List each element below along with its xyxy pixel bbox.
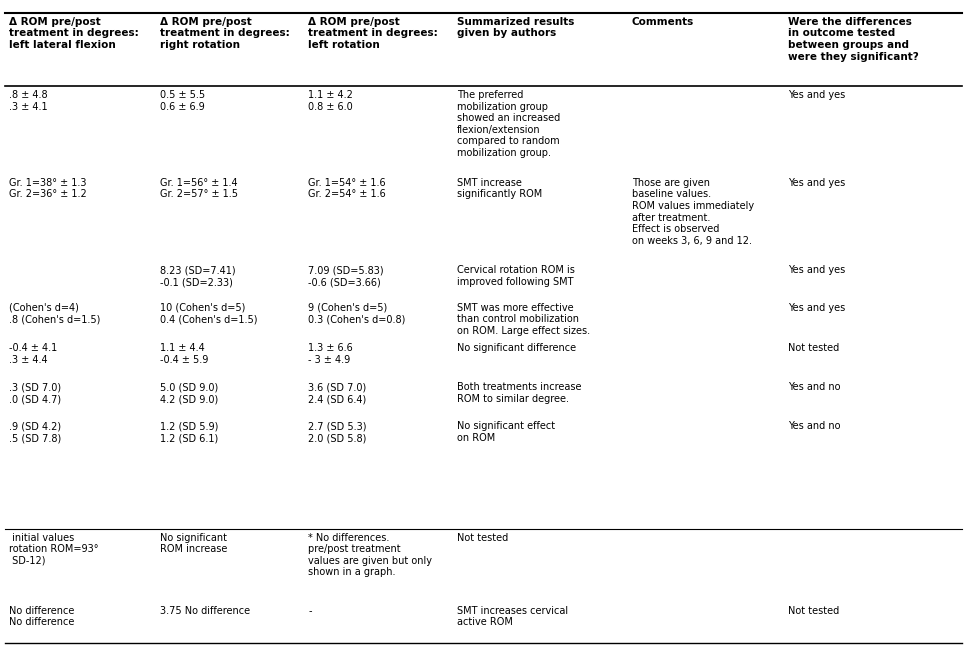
Text: 5.0 (SD 9.0)
4.2 (SD 9.0): 5.0 (SD 9.0) 4.2 (SD 9.0) (160, 382, 218, 404)
Text: Gr. 1=54° ± 1.6
Gr. 2=54° ± 1.6: Gr. 1=54° ± 1.6 Gr. 2=54° ± 1.6 (308, 178, 386, 200)
Text: Both treatments increase
ROM to similar degree.: Both treatments increase ROM to similar … (457, 382, 581, 404)
Text: .9 (SD 4.2)
.5 (SD 7.8): .9 (SD 4.2) .5 (SD 7.8) (9, 421, 61, 443)
Text: Gr. 1=38° ± 1.3
Gr. 2=36° ± 1.2: Gr. 1=38° ± 1.3 Gr. 2=36° ± 1.2 (9, 178, 87, 200)
Text: Were the differences
in outcome tested
between groups and
were they significant?: Were the differences in outcome tested b… (788, 17, 919, 62)
Text: (Cohen's d=4)
.8 (Cohen's d=1.5): (Cohen's d=4) .8 (Cohen's d=1.5) (9, 303, 100, 324)
Text: 1.1 ± 4.2
0.8 ± 6.0: 1.1 ± 4.2 0.8 ± 6.0 (308, 90, 353, 111)
Text: 8.23 (SD=7.41)
-0.1 (SD=2.33): 8.23 (SD=7.41) -0.1 (SD=2.33) (160, 266, 235, 287)
Text: SMT increase
significantly ROM: SMT increase significantly ROM (457, 178, 542, 200)
Text: Yes and yes: Yes and yes (788, 178, 845, 188)
Text: .3 (SD 7.0)
.0 (SD 4.7): .3 (SD 7.0) .0 (SD 4.7) (9, 382, 61, 404)
Text: Those are given
baseline values.
ROM values immediately
after treatment.
Effect : Those are given baseline values. ROM val… (631, 178, 754, 246)
Text: Cervical rotation ROM is
improved following SMT: Cervical rotation ROM is improved follow… (457, 266, 575, 287)
Text: No significant effect
on ROM: No significant effect on ROM (457, 421, 555, 443)
Text: 9 (Cohen's d=5)
0.3 (Cohen's d=0.8): 9 (Cohen's d=5) 0.3 (Cohen's d=0.8) (308, 303, 406, 324)
Text: No difference
No difference: No difference No difference (9, 606, 74, 627)
Text: No significant
ROM increase: No significant ROM increase (160, 533, 228, 554)
Text: Not tested: Not tested (788, 343, 839, 353)
Text: Yes and no: Yes and no (788, 382, 841, 393)
Text: Yes and yes: Yes and yes (788, 266, 845, 275)
Text: SMT was more effective
than control mobilization
on ROM. Large effect sizes.: SMT was more effective than control mobi… (457, 303, 590, 336)
Text: Yes and yes: Yes and yes (788, 303, 845, 312)
Text: Not tested: Not tested (788, 606, 839, 616)
Text: The preferred
mobilization group
showed an increased
flexion/extension
compared : The preferred mobilization group showed … (457, 90, 560, 158)
Text: Gr. 1=56° ± 1.4
Gr. 2=57° ± 1.5: Gr. 1=56° ± 1.4 Gr. 2=57° ± 1.5 (160, 178, 238, 200)
Text: 7.09 (SD=5.83)
-0.6 (SD=3.66): 7.09 (SD=5.83) -0.6 (SD=3.66) (308, 266, 384, 287)
Text: initial values
rotation ROM=93°
 SD-12): initial values rotation ROM=93° SD-12) (9, 533, 98, 566)
Text: 3.6 (SD 7.0)
2.4 (SD 6.4): 3.6 (SD 7.0) 2.4 (SD 6.4) (308, 382, 366, 404)
Text: -: - (308, 606, 311, 616)
Text: 3.75 No difference: 3.75 No difference (160, 606, 250, 616)
Text: Δ ROM pre/post
treatment in degrees:
right rotation: Δ ROM pre/post treatment in degrees: rig… (160, 17, 289, 50)
Text: Not tested: Not tested (457, 533, 508, 542)
Text: 1.3 ± 6.6
- 3 ± 4.9: 1.3 ± 6.6 - 3 ± 4.9 (308, 343, 353, 365)
Text: Δ ROM pre/post
treatment in degrees:
left lateral flexion: Δ ROM pre/post treatment in degrees: lef… (9, 17, 139, 50)
Text: 0.5 ± 5.5
0.6 ± 6.9: 0.5 ± 5.5 0.6 ± 6.9 (160, 90, 205, 111)
Text: Δ ROM pre/post
treatment in degrees:
left rotation: Δ ROM pre/post treatment in degrees: lef… (308, 17, 438, 50)
Text: 10 (Cohen's d=5)
0.4 (Cohen's d=1.5): 10 (Cohen's d=5) 0.4 (Cohen's d=1.5) (160, 303, 257, 324)
Text: 2.7 (SD 5.3)
2.0 (SD 5.8): 2.7 (SD 5.3) 2.0 (SD 5.8) (308, 421, 366, 443)
Text: * No differences.
pre/post treatment
values are given but only
shown in a graph.: * No differences. pre/post treatment val… (308, 533, 432, 577)
Text: Comments: Comments (631, 17, 694, 27)
Text: -0.4 ± 4.1
.3 ± 4.4: -0.4 ± 4.1 .3 ± 4.4 (9, 343, 57, 365)
Text: Summarized results
given by authors: Summarized results given by authors (457, 17, 574, 38)
Text: .8 ± 4.8
.3 ± 4.1: .8 ± 4.8 .3 ± 4.1 (9, 90, 47, 111)
Text: No significant difference: No significant difference (457, 343, 576, 353)
Text: Yes and no: Yes and no (788, 421, 841, 432)
Text: 1.2 (SD 5.9)
1.2 (SD 6.1): 1.2 (SD 5.9) 1.2 (SD 6.1) (160, 421, 218, 443)
Text: Yes and yes: Yes and yes (788, 90, 845, 100)
Text: 1.1 ± 4.4
-0.4 ± 5.9: 1.1 ± 4.4 -0.4 ± 5.9 (160, 343, 208, 365)
Text: SMT increases cervical
active ROM: SMT increases cervical active ROM (457, 606, 568, 627)
